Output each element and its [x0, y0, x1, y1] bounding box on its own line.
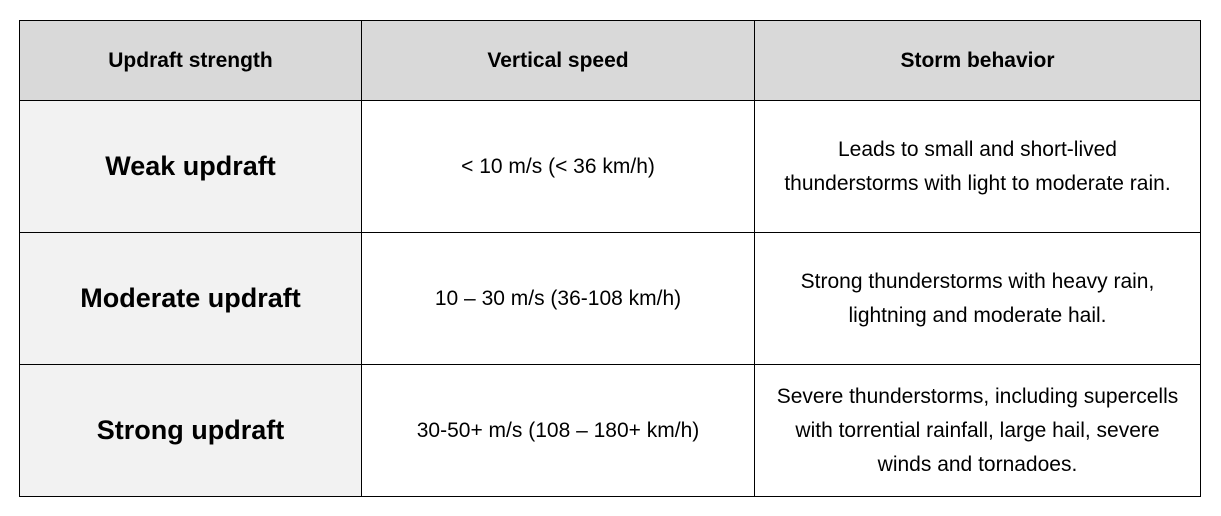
- vertical-speed-cell: < 10 m/s (< 36 km/h): [361, 100, 755, 233]
- storm-behavior-cell: Severe thunderstorms, including supercel…: [754, 364, 1201, 497]
- table-body: Weak updraft < 10 m/s (< 36 km/h) Leads …: [19, 100, 1201, 497]
- updraft-strength-cell: Moderate updraft: [19, 232, 362, 365]
- table-row: Strong updraft 30-50+ m/s (108 – 180+ km…: [19, 364, 1201, 497]
- header-updraft-strength: Updraft strength: [19, 20, 362, 101]
- vertical-speed-cell: 10 – 30 m/s (36-108 km/h): [361, 232, 755, 365]
- table-row: Weak updraft < 10 m/s (< 36 km/h) Leads …: [19, 100, 1201, 233]
- vertical-speed-cell: 30-50+ m/s (108 – 180+ km/h): [361, 364, 755, 497]
- updraft-strength-cell: Weak updraft: [19, 100, 362, 233]
- updraft-table: Updraft strength Vertical speed Storm be…: [19, 20, 1201, 497]
- header-vertical-speed: Vertical speed: [361, 20, 755, 101]
- storm-behavior-cell: Strong thunderstorms with heavy rain, li…: [754, 232, 1201, 365]
- table-header: Updraft strength Vertical speed Storm be…: [19, 20, 1201, 101]
- table-row: Moderate updraft 10 – 30 m/s (36-108 km/…: [19, 232, 1201, 365]
- updraft-strength-cell: Strong updraft: [19, 364, 362, 497]
- updraft-table-container: Updraft strength Vertical speed Storm be…: [19, 20, 1201, 497]
- header-storm-behavior: Storm behavior: [754, 20, 1201, 101]
- storm-behavior-cell: Leads to small and short-lived thunderst…: [754, 100, 1201, 233]
- header-row: Updraft strength Vertical speed Storm be…: [19, 20, 1201, 101]
